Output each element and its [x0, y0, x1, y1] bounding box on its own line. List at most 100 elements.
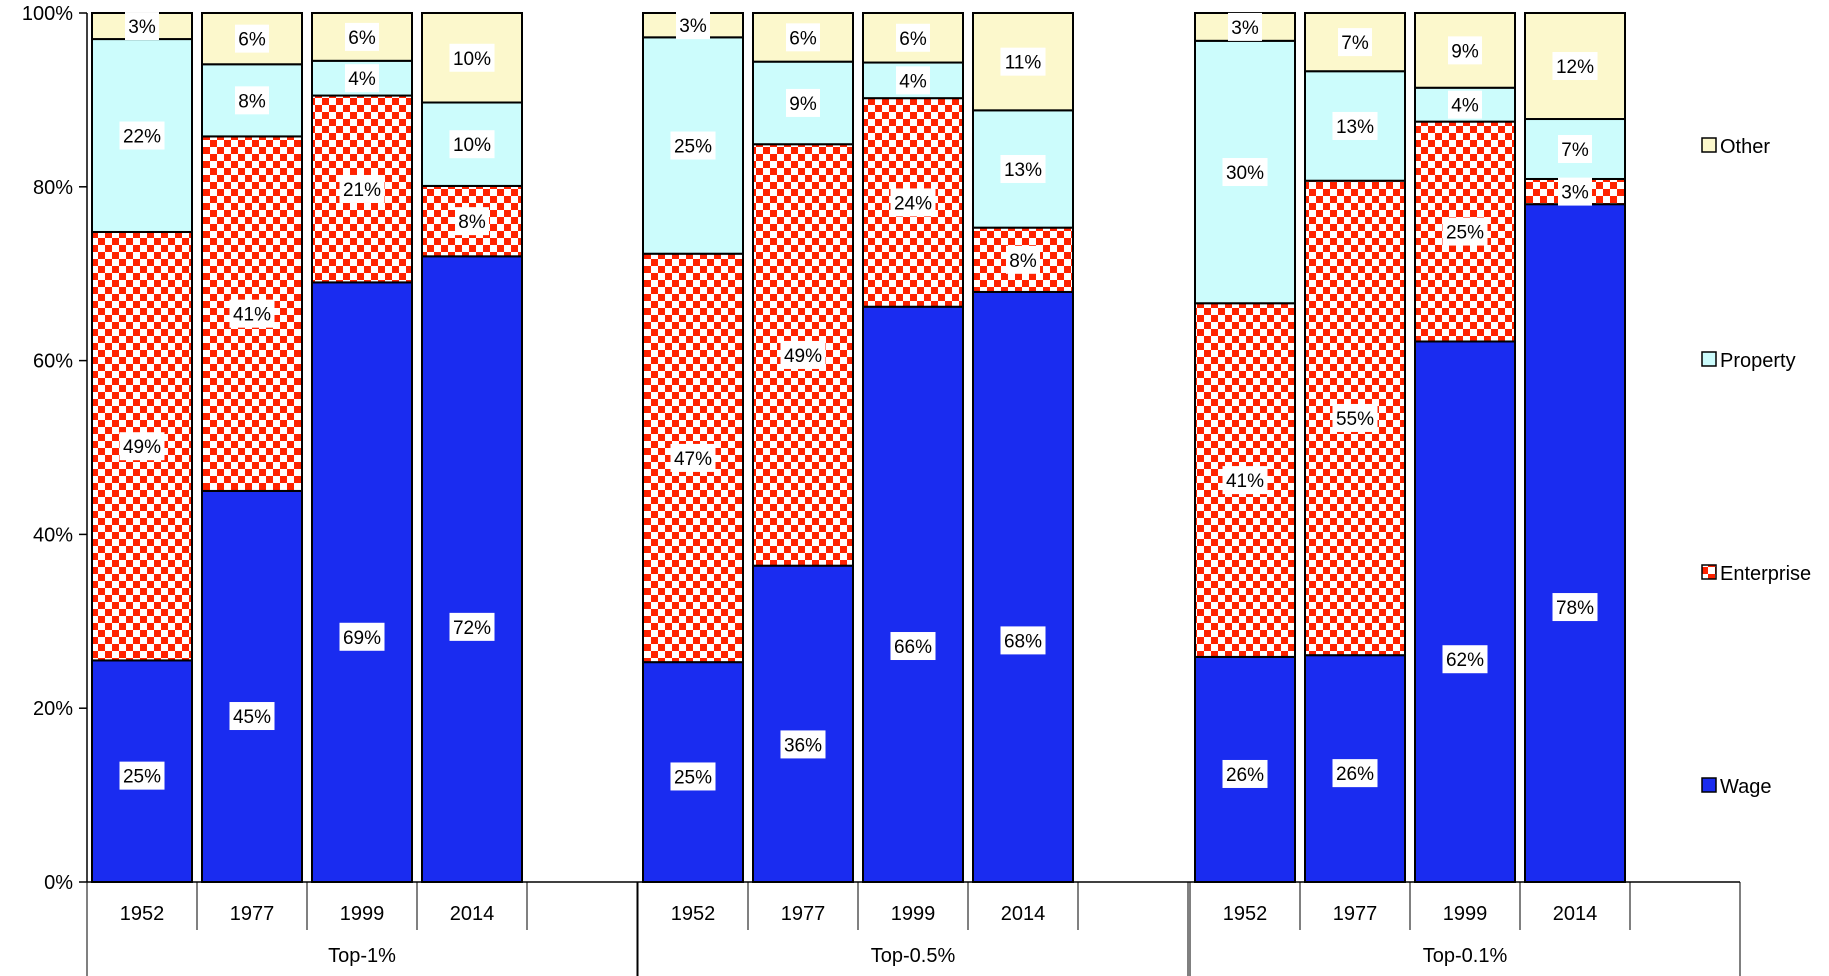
- data-label: 55%: [1336, 409, 1374, 430]
- year-label: 1999: [340, 903, 385, 925]
- data-label-box: [339, 174, 385, 203]
- data-label: 25%: [123, 767, 161, 788]
- data-label: 13%: [1004, 160, 1042, 181]
- year-label: 1999: [891, 903, 936, 925]
- data-label: 22%: [123, 127, 161, 148]
- data-label: 25%: [1446, 223, 1484, 244]
- year-label: 1977: [1333, 903, 1378, 925]
- data-label: 6%: [348, 28, 376, 49]
- bar-segment-wage: [1414, 340, 1516, 883]
- year-label: 1952: [671, 903, 716, 925]
- data-label: 25%: [674, 137, 712, 158]
- legend-label-property: Property: [1720, 350, 1796, 372]
- bar-segment-other: [862, 12, 964, 64]
- data-label: 3%: [1231, 18, 1259, 39]
- data-label: 68%: [1004, 631, 1042, 652]
- y-tick-label: 40%: [33, 524, 73, 546]
- year-label: 1999: [1443, 903, 1488, 925]
- data-label: 3%: [679, 16, 707, 37]
- data-label: 8%: [238, 91, 266, 112]
- data-label-box: [119, 121, 165, 150]
- data-label: 26%: [1226, 765, 1264, 786]
- data-label-box: [345, 64, 379, 93]
- data-label-box: [890, 632, 936, 661]
- year-label: 2014: [450, 903, 495, 925]
- data-label-box: [229, 299, 275, 328]
- data-label-box: [670, 443, 716, 472]
- data-label: 3%: [128, 17, 156, 38]
- data-label-box: [890, 188, 936, 217]
- data-label-box: [449, 43, 495, 72]
- data-label: 41%: [233, 305, 271, 326]
- data-label: 30%: [1226, 163, 1264, 184]
- data-label: 4%: [348, 69, 376, 90]
- data-label: 9%: [1451, 41, 1479, 62]
- group-label: Top-0.1%: [1423, 945, 1508, 967]
- data-label: 49%: [784, 346, 822, 367]
- legend-label-other: Other: [1720, 136, 1770, 158]
- bar-segment-wage: [201, 489, 303, 883]
- data-label-box: [345, 22, 379, 51]
- legend-swatch-enterprise: [1701, 564, 1717, 580]
- bar-segment-wage: [972, 290, 1074, 884]
- data-label-box: [786, 88, 820, 117]
- year-label: 1952: [120, 903, 165, 925]
- y-tick-label: 60%: [33, 351, 73, 373]
- group-label: Top-1%: [328, 945, 396, 967]
- data-label-box: [119, 761, 165, 790]
- data-label: 62%: [1446, 650, 1484, 671]
- data-label-box: [1558, 177, 1592, 206]
- data-label-box: [1448, 90, 1482, 119]
- data-label: 69%: [343, 628, 381, 649]
- data-label-box: [676, 11, 710, 40]
- data-label: 78%: [1556, 598, 1594, 619]
- legend: Other Property Enterprise Wage: [1701, 136, 1811, 798]
- data-label: 10%: [453, 49, 491, 70]
- data-label-box: [235, 24, 269, 53]
- legend-swatch-property: [1701, 351, 1717, 367]
- data-label: 4%: [1451, 96, 1479, 117]
- data-label-box: [449, 130, 495, 159]
- data-label: 24%: [894, 193, 932, 214]
- data-label-box: [229, 702, 275, 731]
- data-label-box: [1448, 36, 1482, 65]
- legend-swatch-wage: [1701, 777, 1717, 793]
- data-label-box: [1332, 403, 1378, 432]
- data-label-box: [1000, 154, 1046, 183]
- data-label: 8%: [458, 212, 486, 233]
- data-label-box: [896, 66, 930, 95]
- plot-area: 0% 20% 40% 60% 80% 100% Top-1% 1952 25% 49% 22% 3% 1…: [22, 3, 1741, 976]
- bar-segment-wage: [752, 564, 854, 884]
- data-label: 4%: [899, 71, 927, 92]
- data-label: 7%: [1341, 33, 1369, 54]
- data-label: 49%: [123, 437, 161, 458]
- data-label: 6%: [789, 28, 817, 49]
- data-label: 7%: [1561, 140, 1589, 161]
- data-label-box: [780, 730, 826, 759]
- bar-segment-wage: [1524, 203, 1626, 883]
- data-label: 6%: [899, 29, 927, 50]
- data-label-box: [1228, 12, 1262, 41]
- data-label: 3%: [1561, 183, 1589, 204]
- data-label-box: [1000, 47, 1046, 76]
- y-tick-label: 0%: [44, 872, 73, 894]
- data-label: 8%: [1009, 251, 1037, 272]
- data-label-box: [1000, 626, 1046, 655]
- data-label: 25%: [674, 767, 712, 788]
- data-label: 26%: [1336, 764, 1374, 785]
- data-label-box: [1552, 593, 1598, 622]
- data-label-box: [1552, 52, 1598, 81]
- data-label-box: [1332, 759, 1378, 788]
- data-label-box: [1222, 158, 1268, 187]
- data-label-box: [125, 12, 159, 41]
- data-label-box: [780, 340, 826, 369]
- group-label: Top-0.5%: [871, 945, 956, 967]
- data-label-box: [1222, 759, 1268, 788]
- data-label-box: [455, 207, 489, 236]
- y-tick-label: 100%: [22, 3, 73, 25]
- y-tick-label: 20%: [33, 698, 73, 720]
- y-tick-label: 80%: [33, 177, 73, 199]
- legend-label-enterprise: Enterprise: [1720, 563, 1811, 585]
- data-label-box: [670, 762, 716, 791]
